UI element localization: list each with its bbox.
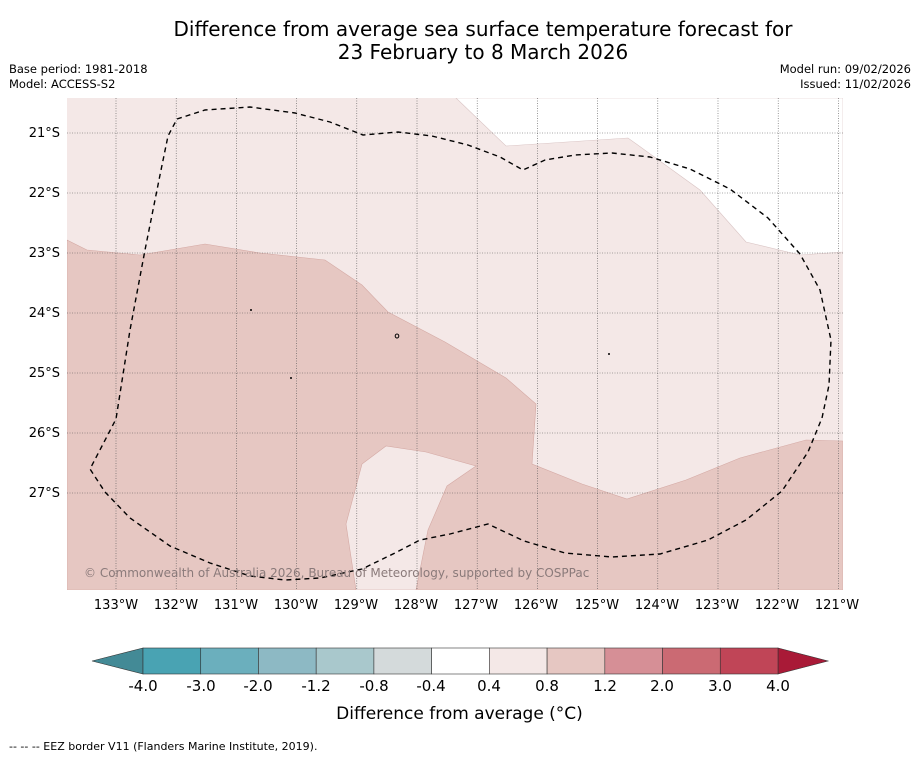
- meta-right: Model run: 09/02/2026 Issued: 11/02/2026: [780, 62, 911, 92]
- colorbar-tick: -2.0: [243, 677, 273, 695]
- title-line-1: Difference from average sea surface temp…: [173, 17, 793, 41]
- colorbar-tick: 0.4: [477, 677, 501, 695]
- lon-label-122: 122°W: [754, 598, 800, 613]
- eez-footnote: -- -- -- EEZ border V11 (Flanders Marine…: [9, 740, 318, 753]
- colorbar-high-extension: [777, 647, 830, 675]
- lon-label-126: 126°W: [513, 598, 559, 613]
- colorbar-cell: [489, 647, 548, 675]
- colorbar-cell: [200, 647, 259, 675]
- colorbar-cell: [719, 647, 779, 675]
- band-04-08-pocket: [345, 445, 477, 590]
- lon-label-123: 123°W: [694, 598, 740, 613]
- colorbar-cell: [258, 647, 317, 675]
- colorbar-tick: -0.4: [416, 677, 446, 695]
- gridlines: [67, 98, 843, 590]
- colorbar-cell: [431, 647, 490, 675]
- lat-label-26: 26°S: [28, 426, 60, 441]
- colorbar-tick: -3.0: [186, 677, 216, 695]
- lon-label-128: 128°W: [393, 598, 439, 613]
- island-1: [250, 309, 252, 311]
- model-name: Model: ACCESS-S2: [9, 77, 116, 91]
- title-line-2: 23 February to 8 March 2026: [337, 40, 629, 64]
- colorbar-cell: [315, 647, 375, 675]
- colorbar-tick: 3.0: [708, 677, 732, 695]
- issued-date: Issued: 11/02/2026: [800, 77, 911, 91]
- band-08-12: [67, 239, 843, 590]
- colorbar-tick: 0.8: [535, 677, 559, 695]
- lat-label-22: 22°S: [28, 186, 60, 201]
- lat-label-24: 24°S: [28, 306, 60, 321]
- colorbar-cell: [373, 647, 432, 675]
- meta-left: Base period: 1981-2018 Model: ACCESS-S2: [9, 62, 148, 92]
- colorbar-cell: [546, 647, 606, 675]
- island-2: [394, 333, 400, 339]
- lon-label-132: 132°W: [153, 598, 199, 613]
- lon-label-125: 125°W: [574, 598, 620, 613]
- eez-border: [89, 106, 832, 581]
- colorbar-tick: -4.0: [128, 677, 158, 695]
- colorbar-tick: 2.0: [650, 677, 674, 695]
- base-period: Base period: 1981-2018: [9, 62, 148, 76]
- band-neutral: [455, 98, 843, 256]
- colorbar-tick: 4.0: [766, 677, 790, 695]
- island-3: [290, 377, 292, 379]
- lon-label-121: 121°W: [814, 598, 860, 613]
- copyright-text: © Commonwealth of Australia 2026, Bureau…: [84, 566, 589, 580]
- colorbar-tick: 1.2: [593, 677, 617, 695]
- map-title: Difference from average sea surface temp…: [0, 18, 919, 64]
- lon-label-130: 130°W: [273, 598, 319, 613]
- model-run: Model run: 09/02/2026: [779, 62, 911, 76]
- lat-label-21: 21°S: [28, 126, 60, 141]
- colorbar-tick: -0.8: [359, 677, 389, 695]
- colorbar-low-extension: [91, 647, 144, 675]
- colorbar-title: Difference from average (°C): [336, 704, 583, 724]
- colorbar-tick: -1.2: [301, 677, 331, 695]
- lon-label-127: 127°W: [453, 598, 499, 613]
- colorbar-cell: [662, 647, 721, 675]
- lon-label-133: 133°W: [93, 598, 139, 613]
- colorbar-cell: [604, 647, 663, 675]
- lat-label-25: 25°S: [28, 366, 60, 381]
- colorbar-cell: [142, 647, 202, 675]
- lon-label-124: 124°W: [634, 598, 680, 613]
- map-area: © Commonwealth of Australia 2026, Bureau…: [67, 98, 843, 590]
- lon-label-129: 129°W: [333, 598, 379, 613]
- colorbar: [91, 647, 830, 675]
- island-4: [608, 353, 610, 355]
- lat-label-23: 23°S: [28, 246, 60, 261]
- lon-label-131: 131°W: [213, 598, 259, 613]
- lat-label-27: 27°S: [28, 486, 60, 501]
